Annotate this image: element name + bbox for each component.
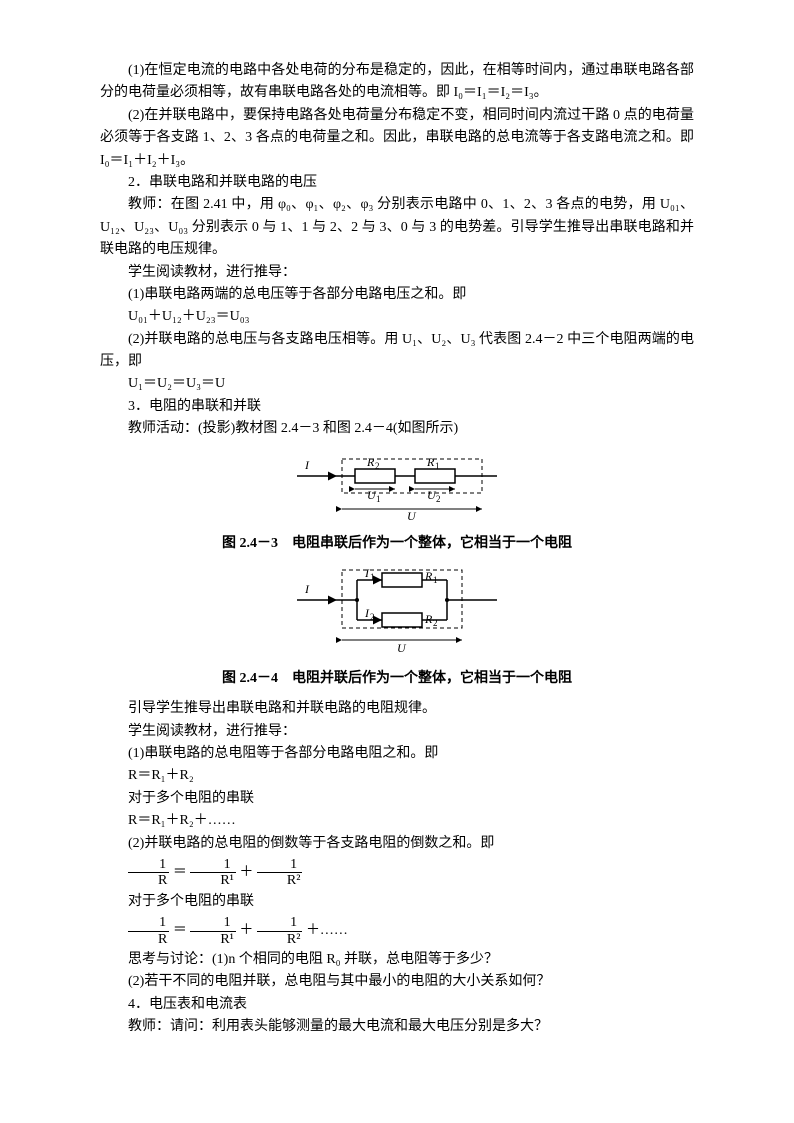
paragraph: 引导学生推导出串联电路和并联电路的电阻规律。 xyxy=(100,698,694,720)
label-u: U xyxy=(407,509,417,521)
paragraph: (2)并联电路的总电压与各支路电压相等。用 U₁、U₂、U₃ 代表图 2.4－2… xyxy=(100,329,694,374)
paragraph: (1)串联电路的总电阻等于各部分电路电阻之和。即 xyxy=(100,743,694,765)
paragraph: 思考与讨论：(1)n 个相同的电阻 R₀ 并联，总电阻等于多少？ xyxy=(100,949,694,971)
parallel-circuit-diagram: I I1 R1 I2 R2 U xyxy=(100,565,694,663)
equation: R＝R₁＋R₂＋…… xyxy=(100,810,694,832)
paragraph: (2)若干不同的电阻并联，总电阻与其中最小的电阻的大小关系如何？ xyxy=(100,971,694,993)
svg-text:1: 1 xyxy=(370,572,375,582)
equation: U₁＝U₂＝U₃＝U xyxy=(100,373,694,395)
label-r1: R xyxy=(424,569,433,583)
series-circuit-diagram: I R2 R1 U1 U2 U xyxy=(100,451,694,529)
heading: 4．电压表和电流表 xyxy=(100,994,694,1016)
paragraph: 教师：在图 2.41 中，用 φ₀、φ₁、φ₂、φ₃ 分别表示电路中 0、1、2… xyxy=(100,194,694,261)
paragraph: 学生阅读教材，进行推导： xyxy=(100,721,694,743)
label-i: I xyxy=(304,458,310,472)
equation: U₀₁＋U₁₂＋U₂₃＝U₀₃ xyxy=(100,306,694,328)
figure-caption: 图 2.4－3 电阻串联后作为一个整体，它相当于一个电阻 xyxy=(100,533,694,555)
svg-text:2: 2 xyxy=(370,612,375,622)
fraction-equation: 1R ＝ 1R¹ ＋ 1R² xyxy=(100,857,694,889)
label-r1: R xyxy=(426,455,435,469)
paragraph: (2)并联电路的总电阻的倒数等于各支路电阻的倒数之和。即 xyxy=(100,833,694,855)
label-r2: R xyxy=(366,455,375,469)
svg-text:1: 1 xyxy=(376,494,381,504)
paragraph: 对于多个电阻的串联 xyxy=(100,788,694,810)
paragraph: (2)在并联电路中，要保持电路各处电荷量分布稳定不变，相同时间内流过干路 0 点… xyxy=(100,105,694,172)
equation: R＝R₁＋R₂ xyxy=(100,765,694,787)
label-i: I xyxy=(304,582,310,596)
heading: 3．电阻的串联和并联 xyxy=(100,396,694,418)
svg-text:2: 2 xyxy=(436,494,441,504)
paragraph: 对于多个电阻的串联 xyxy=(100,891,694,913)
svg-text:2: 2 xyxy=(375,461,380,471)
fraction-equation: 1R ＝ 1R¹ ＋ 1R² ＋…… xyxy=(100,915,694,947)
figure-caption: 图 2.4－4 电阻并联后作为一个整体，它相当于一个电阻 xyxy=(100,668,694,690)
paragraph: 教师活动：(投影)教材图 2.4－3 和图 2.4－4(如图所示) xyxy=(100,418,694,440)
paragraph: 教师：请问：利用表头能够测量的最大电流和最大电压分别是多大？ xyxy=(100,1016,694,1038)
label-r2: R xyxy=(424,612,433,626)
heading: 2．串联电路和并联电路的电压 xyxy=(100,172,694,194)
label-u: U xyxy=(397,641,407,655)
paragraph: (1)串联电路两端的总电压等于各部分电路电压之和。即 xyxy=(100,284,694,306)
paragraph: (1)在恒定电流的电路中各处电荷的分布是稳定的，因此，在相等时间内，通过串联电路… xyxy=(100,60,694,105)
svg-text:1: 1 xyxy=(435,461,440,471)
paragraph: 学生阅读教材，进行推导： xyxy=(100,262,694,284)
